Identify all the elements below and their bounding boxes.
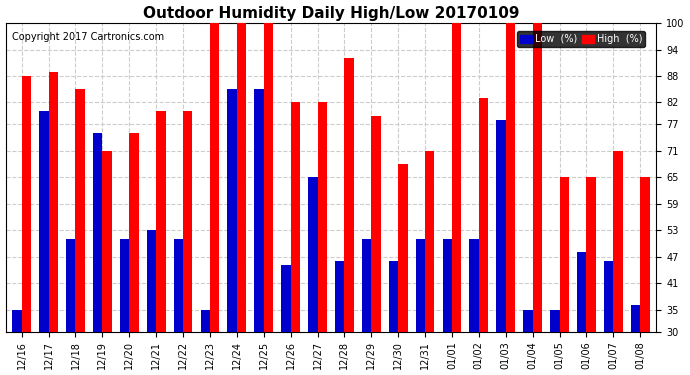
Bar	[75, 89, 85, 375]
Bar	[533, 23, 542, 375]
Bar	[362, 239, 371, 375]
Bar	[550, 309, 560, 375]
Legend: Low  (%), High  (%): Low (%), High (%)	[518, 31, 645, 47]
Bar	[228, 89, 237, 375]
Bar	[183, 111, 193, 375]
Bar	[282, 266, 290, 375]
Bar	[425, 151, 435, 375]
Bar	[640, 177, 649, 375]
Bar	[415, 239, 425, 375]
Bar	[479, 98, 489, 375]
Bar	[586, 177, 596, 375]
Bar	[452, 23, 462, 375]
Bar	[577, 252, 586, 375]
Bar	[201, 309, 210, 375]
Bar	[102, 151, 112, 375]
Bar	[147, 230, 156, 375]
Bar	[12, 309, 21, 375]
Bar	[317, 102, 327, 375]
Title: Outdoor Humidity Daily High/Low 20170109: Outdoor Humidity Daily High/Low 20170109	[143, 6, 519, 21]
Bar	[237, 23, 246, 375]
Bar	[48, 72, 58, 375]
Bar	[523, 309, 533, 375]
Bar	[66, 239, 75, 375]
Bar	[496, 120, 506, 375]
Bar	[174, 239, 183, 375]
Bar	[442, 239, 452, 375]
Bar	[560, 177, 569, 375]
Bar	[290, 102, 300, 375]
Bar	[264, 23, 273, 375]
Bar	[210, 23, 219, 375]
Bar	[308, 177, 317, 375]
Bar	[335, 261, 344, 375]
Bar	[371, 116, 381, 375]
Bar	[93, 133, 102, 375]
Bar	[604, 261, 613, 375]
Bar	[469, 239, 479, 375]
Bar	[506, 23, 515, 375]
Bar	[631, 305, 640, 375]
Bar	[156, 111, 166, 375]
Bar	[120, 239, 129, 375]
Bar	[39, 111, 48, 375]
Bar	[255, 89, 264, 375]
Bar	[21, 76, 31, 375]
Bar	[398, 164, 408, 375]
Bar	[344, 58, 354, 375]
Bar	[388, 261, 398, 375]
Text: Copyright 2017 Cartronics.com: Copyright 2017 Cartronics.com	[12, 32, 164, 42]
Bar	[613, 151, 623, 375]
Bar	[129, 133, 139, 375]
